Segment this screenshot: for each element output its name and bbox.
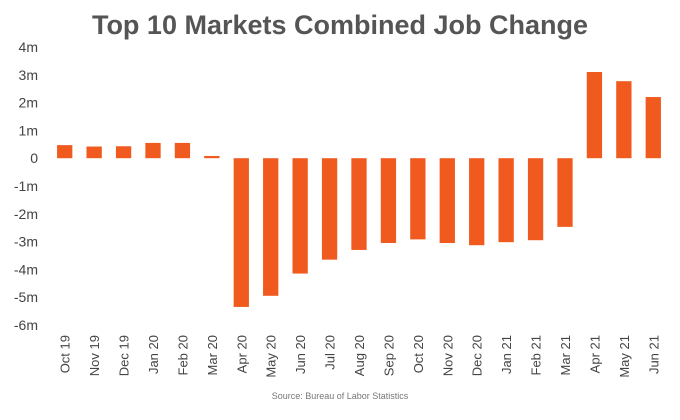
x-tick-label: Mar 20 — [205, 335, 220, 375]
bar — [498, 158, 514, 243]
y-tick-label: -4m — [14, 261, 38, 277]
x-tick-label: May 20 — [264, 335, 279, 378]
x-tick-label: Jul 20 — [323, 335, 338, 370]
x-tick-label: Nov 19 — [87, 335, 102, 376]
bar — [115, 146, 132, 159]
x-axis: Oct 19 Nov 19 Dec 19 Jan 20 Feb 20 Mar 20 Apr … — [58, 335, 662, 378]
y-tick-label: -5m — [14, 289, 38, 305]
x-tick-label: Feb 20 — [175, 335, 190, 375]
x-tick-label: Apr 20 — [234, 335, 249, 373]
bar — [645, 97, 661, 159]
x-tick-label: Feb 21 — [529, 335, 544, 375]
x-tick-label: Aug 20 — [352, 335, 367, 376]
bar — [351, 158, 367, 250]
x-tick-label: Jun 21 — [646, 335, 661, 374]
x-tick-label: Oct 19 — [58, 335, 73, 373]
bar — [86, 146, 102, 159]
x-tick-label: Jan 21 — [499, 335, 514, 374]
x-tick-label: Jan 20 — [146, 335, 161, 374]
bar — [527, 158, 544, 241]
bar — [616, 81, 632, 159]
bar — [469, 158, 485, 246]
y-tick-label: 2m — [19, 95, 38, 111]
bar — [439, 158, 455, 243]
x-tick-label: Jun 20 — [293, 335, 308, 374]
x-tick-label: May 21 — [617, 335, 632, 378]
source-note: Source: Bureau of Labor Statistics — [271, 391, 409, 401]
bar — [292, 158, 308, 274]
y-tick-label: 1m — [19, 122, 38, 138]
bar — [174, 142, 191, 159]
bars — [57, 72, 661, 307]
chart-title: Top 10 Markets Combined Job Change — [91, 10, 589, 40]
bar — [204, 155, 220, 159]
bar — [145, 142, 161, 159]
bar — [233, 158, 249, 307]
y-tick-label: 3m — [19, 67, 38, 83]
x-tick-label: Oct 20 — [411, 335, 426, 373]
x-tick-label: Dec 20 — [470, 335, 485, 376]
y-tick-label: -3m — [14, 234, 38, 250]
bar — [410, 158, 426, 240]
x-tick-label: Dec 19 — [117, 335, 132, 376]
y-tick-label: -6m — [14, 317, 38, 333]
bar — [57, 145, 73, 159]
x-tick-label: Nov 20 — [440, 335, 455, 376]
x-tick-label: Mar 21 — [558, 335, 573, 375]
bar — [380, 158, 397, 243]
y-tick-label: -2m — [14, 206, 38, 222]
y-tick-label: 4m — [19, 39, 38, 55]
y-axis: 4m 3m 2m 1m 0 -1m -2m -3m -4m -5m -6m — [14, 39, 38, 333]
bar — [586, 72, 603, 159]
bar — [557, 158, 573, 227]
y-tick-label: -1m — [14, 178, 38, 194]
bar — [321, 158, 338, 260]
x-tick-label: Sep 20 — [381, 335, 396, 376]
bar — [263, 158, 279, 296]
y-tick-label: 0 — [30, 150, 38, 166]
x-tick-label: Apr 21 — [587, 335, 602, 373]
